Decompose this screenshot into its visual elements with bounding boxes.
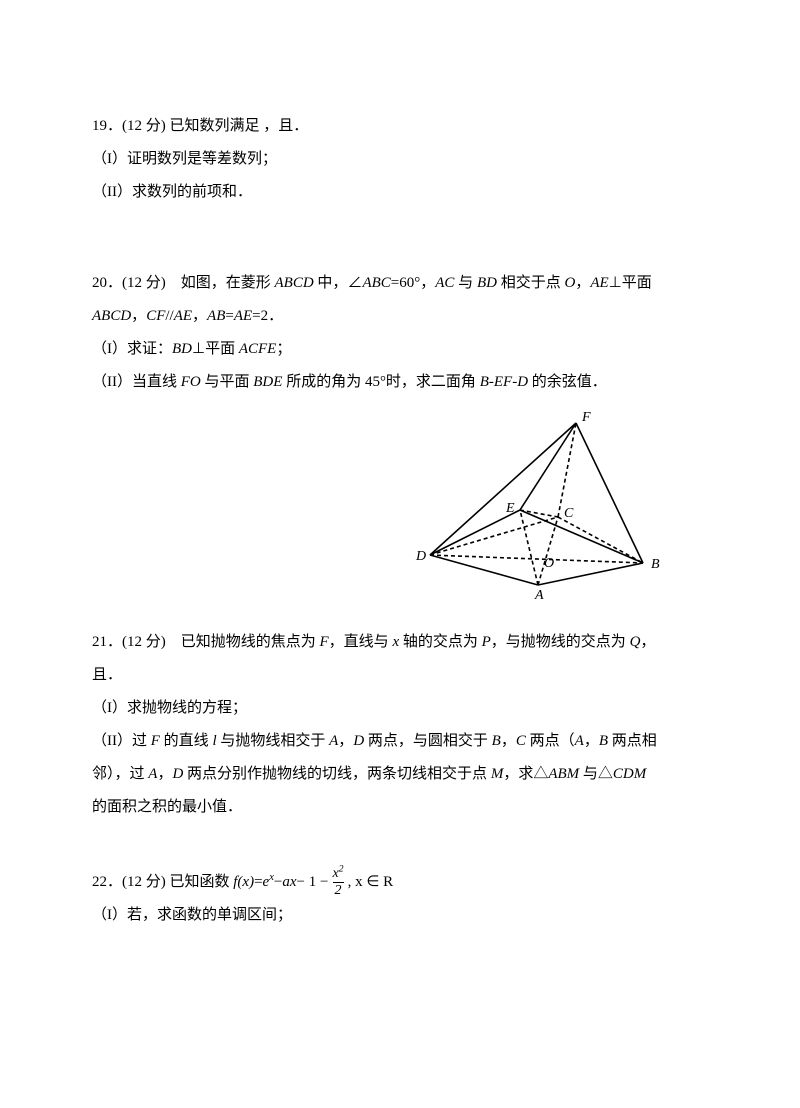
minus2: − 1 −	[297, 866, 329, 899]
problem-21-part2-l1: （II）过 F 的直线 l 与抛物线相交于 A，D 两点，与圆相交于 B，C 两…	[92, 725, 708, 758]
numerator: x2	[330, 867, 345, 882]
problem-20-figure: A B C D E F O	[92, 405, 708, 618]
problem-22-header: 22．(12 分) 已知函数 f(x) = ex − ax − 1 − x2 2…	[92, 866, 708, 899]
svg-text:D: D	[415, 549, 426, 564]
problem-19-part1: （I）证明数列是等差数列；	[92, 143, 708, 176]
problem-21-header-l1: 21．(12 分) 已知抛物线的焦点为 F，直线与 x 轴的交点为 P，与抛物线…	[92, 626, 708, 659]
svg-text:E: E	[505, 501, 515, 516]
problem-19-header: 19．(12 分) 已知数列满足 ，且．	[92, 110, 708, 143]
text: （I）求证：BD⊥平面 ACFE；	[92, 341, 291, 357]
ex: ex	[263, 866, 274, 899]
svg-text:O: O	[544, 556, 554, 571]
ax: ax	[282, 866, 296, 899]
problem-20-header-l2: ABCD，CF//AE，AB=AE=2．	[92, 300, 708, 333]
problem-19: 19．(12 分) 已知数列满足 ，且． （I）证明数列是等差数列； （II）求…	[92, 110, 708, 209]
text: （II）当直线 FO 与平面 BDE 所成的角为 45°时，求二面角 B-EF-…	[92, 374, 607, 390]
problem-21: 21．(12 分) 已知抛物线的焦点为 F，直线与 x 轴的交点为 P，与抛物线…	[92, 626, 708, 824]
problem-21-part2-l2: 邻），过 A，D 两点分别作抛物线的切线，两条切线相交于点 M，求△ABM 与△…	[92, 758, 708, 791]
problem-21-header-l2: 且．	[92, 659, 708, 692]
problem-20-part1: （I）求证：BD⊥平面 ACFE；	[92, 333, 708, 366]
svg-text:B: B	[651, 557, 660, 572]
minus1: −	[274, 866, 282, 899]
problem-20-header-l1: 20．(12 分) 如图，在菱形 ABCD 中，∠ABC=60°，AC 与 BD…	[92, 267, 708, 300]
eq: =	[254, 866, 262, 899]
text: 21．(12 分) 已知抛物线的焦点为 F，直线与 x 轴的交点为 P，与抛物线…	[92, 634, 655, 650]
svg-text:F: F	[581, 410, 591, 425]
svg-text:A: A	[534, 588, 544, 603]
text: 20．(12 分) 如图，在菱形 ABCD 中，∠ABC=60°，AC 与 BD…	[92, 275, 652, 291]
problem-20: 20．(12 分) 如图，在菱形 ABCD 中，∠ABC=60°，AC 与 BD…	[92, 267, 708, 618]
problem-22-prefix: 22．(12 分) 已知函数	[92, 874, 233, 890]
tail: , x ∈ R	[348, 866, 394, 899]
geometry-diagram-icon: A B C D E F O	[408, 405, 668, 605]
text: ABCD，CF//AE，AB=AE=2．	[92, 308, 283, 324]
text: （II）过 F 的直线 l 与抛物线相交于 A，D 两点，与圆相交于 B，C 两…	[92, 733, 657, 749]
problem-22-formula: f(x) = ex − ax − 1 − x2 2 , x ∈ R	[233, 866, 393, 899]
problem-21-part1: （I）求抛物线的方程；	[92, 692, 708, 725]
page-content: 19．(12 分) 已知数列满足 ，且． （I）证明数列是等差数列； （II）求…	[0, 0, 800, 972]
denominator: 2	[333, 882, 344, 898]
fx: f(x)	[233, 866, 254, 899]
fraction: x2 2	[330, 867, 345, 898]
problem-19-part2: （II）求数列的前项和．	[92, 176, 708, 209]
problem-22-part1: （I）若，求函数的单调区间；	[92, 899, 708, 932]
text: 邻），过 A，D 两点分别作抛物线的切线，两条切线相交于点 M，求△ABM 与△…	[92, 766, 646, 782]
problem-22: 22．(12 分) 已知函数 f(x) = ex − ax − 1 − x2 2…	[92, 866, 708, 932]
problem-20-part2: （II）当直线 FO 与平面 BDE 所成的角为 45°时，求二面角 B-EF-…	[92, 366, 708, 399]
problem-21-part2-l3: 的面积之积的最小值．	[92, 791, 708, 824]
two-sup: 2	[339, 863, 344, 874]
svg-text:C: C	[564, 506, 574, 521]
